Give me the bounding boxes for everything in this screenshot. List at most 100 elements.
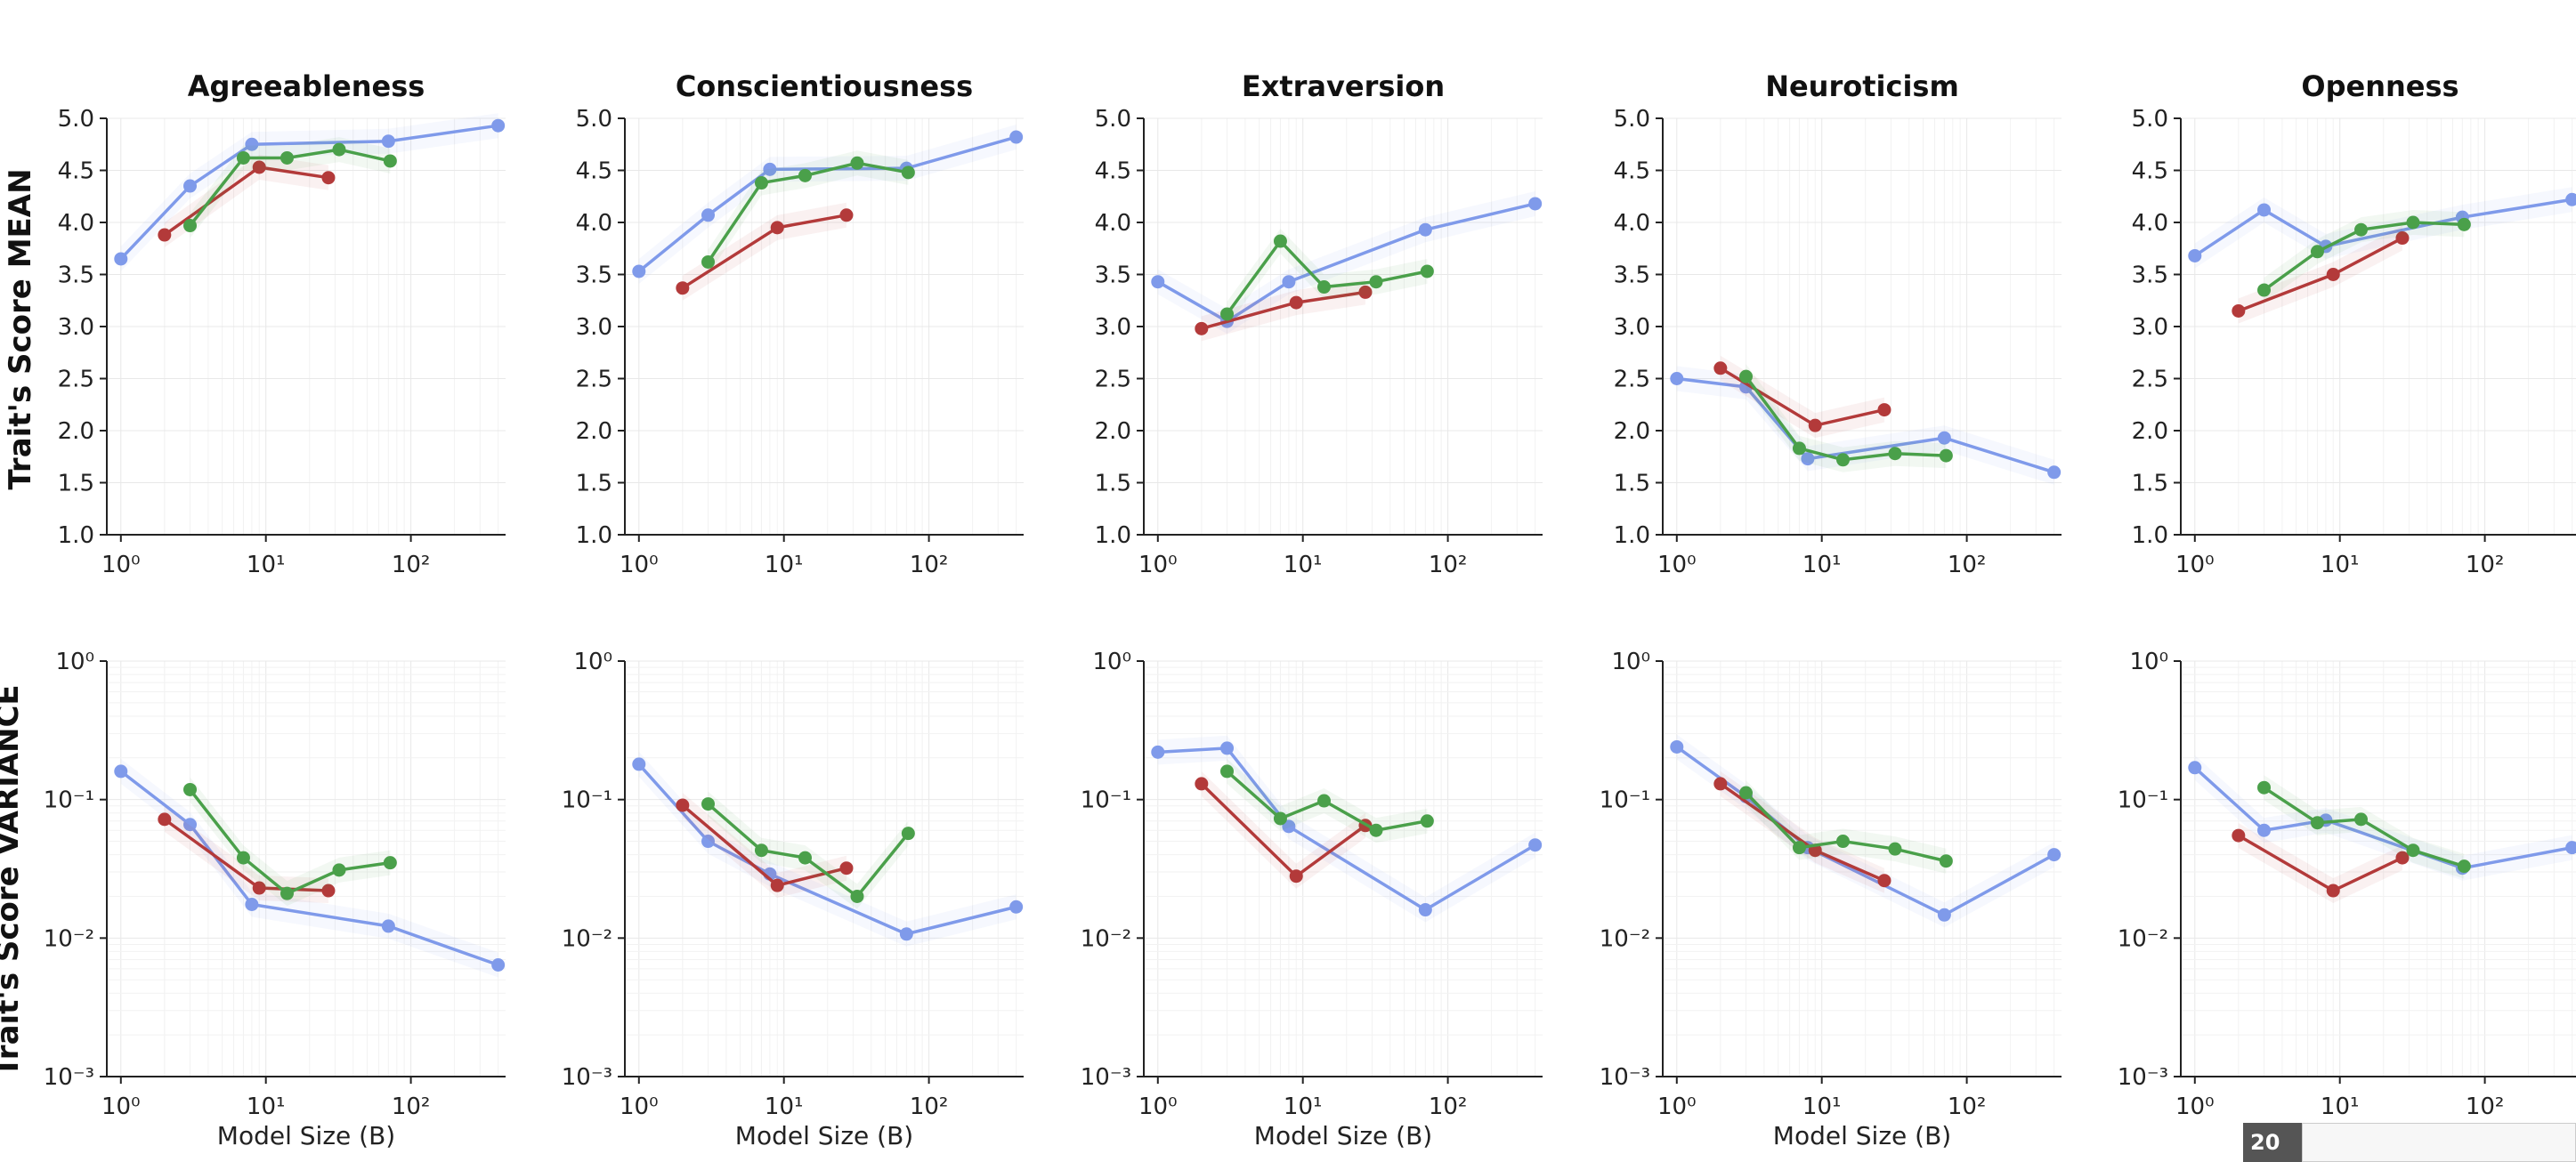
series-band <box>682 793 847 899</box>
x-tick-label: 10¹ <box>247 552 286 578</box>
y-tick-label: 4.5 <box>1095 158 1131 185</box>
data-point <box>1220 307 1235 321</box>
x-tick-label: 10² <box>2466 1093 2505 1120</box>
series-band <box>164 154 328 248</box>
x-tick-label: 10¹ <box>1802 552 1842 578</box>
data-point <box>183 219 198 233</box>
panel-1: 1.0 1.5 2.0 2.5 3.0 3.5 4.0 4.5 5.0 10⁰ 10¹ 10² Agre… <box>58 69 506 578</box>
x-tick-label: 10¹ <box>1284 1093 1323 1120</box>
series-band <box>120 113 498 271</box>
data-point <box>676 281 690 295</box>
data-point <box>252 881 266 895</box>
data-point <box>1877 403 1891 417</box>
y-tick-label: 10⁻² <box>1600 925 1650 952</box>
data-point <box>901 165 915 180</box>
series-band <box>2194 754 2572 881</box>
axes-spine <box>2180 118 2576 536</box>
panel-5: 1.0 1.5 2.0 2.5 3.0 3.5 4.0 4.5 5.0 10⁰ 10¹ 10² Open… <box>2132 69 2576 578</box>
data-point <box>1420 264 1434 278</box>
y-tick-label: 5.0 <box>58 106 94 133</box>
y-tick-label: 10⁻¹ <box>1081 787 1131 814</box>
x-tick-label: 10¹ <box>247 1093 286 1120</box>
series-2 <box>158 806 336 904</box>
data-point <box>2047 848 2062 862</box>
data-point <box>1289 295 1303 310</box>
y-tick-label: 1.5 <box>2132 471 2168 497</box>
y-tick-label: 1.5 <box>576 471 612 497</box>
series-1 <box>1670 366 2062 485</box>
data-point <box>1835 453 1850 467</box>
data-point <box>2406 215 2420 230</box>
data-point <box>1670 372 1684 385</box>
data-point <box>763 162 777 176</box>
data-point <box>114 252 128 266</box>
y-tick-label: 10⁻³ <box>44 1064 94 1091</box>
y-tick-label: 1.5 <box>1614 471 1650 497</box>
series-band <box>2264 210 2465 303</box>
chart-panels: 1.0 1.5 2.0 2.5 3.0 3.5 4.0 4.5 5.0 10⁰ 10¹ 10² Agre… <box>44 69 2576 1150</box>
data-point <box>1739 369 1754 383</box>
y-tick-label: 3.0 <box>1095 314 1131 341</box>
data-point <box>279 150 294 165</box>
data-point <box>236 150 250 165</box>
y-tick-label: 10⁻³ <box>562 1064 612 1091</box>
y-tick-label: 1.0 <box>2132 522 2168 549</box>
data-point <box>1369 275 1383 289</box>
y-tick-label: 10⁻¹ <box>2118 787 2168 814</box>
y-tick-label: 2.5 <box>58 367 94 393</box>
data-point <box>1739 786 1754 800</box>
x-tick-label: 10⁰ <box>620 552 659 578</box>
data-point <box>798 168 812 182</box>
y-tick-label: 4.0 <box>576 210 612 237</box>
series-2 <box>1195 279 1373 342</box>
data-point <box>798 851 812 865</box>
series-3 <box>701 150 915 275</box>
x-axis-label: Model Size (B) <box>1773 1121 1951 1150</box>
series-band <box>682 202 847 301</box>
series-band <box>1227 229 1428 327</box>
data-point <box>899 927 913 941</box>
data-point <box>491 118 506 133</box>
y-tick-label: 4.0 <box>58 210 94 237</box>
data-point <box>2353 222 2368 237</box>
series-2 <box>1713 771 1891 893</box>
series-2 <box>676 202 854 301</box>
thumbnail-preview[interactable] <box>2302 1123 2576 1162</box>
y-tick-label: 3.5 <box>2132 262 2168 289</box>
data-point <box>1713 777 1728 791</box>
y-tick-label: 2.0 <box>1614 418 1650 445</box>
series-1 <box>632 751 1024 947</box>
y-tick-label: 4.0 <box>1095 210 1131 237</box>
series-3 <box>1220 758 1434 843</box>
x-tick-label: 10¹ <box>765 552 804 578</box>
data-point <box>1670 739 1684 754</box>
y-tick-label: 10⁻² <box>562 925 612 952</box>
data-point <box>701 254 716 269</box>
data-point <box>1009 130 1024 144</box>
thumbnail-overlay[interactable]: 20 <box>2243 1123 2576 1162</box>
x-tick-label: 10⁰ <box>101 1093 141 1120</box>
y-tick-label: 10⁻² <box>2118 925 2168 952</box>
y-tick-label: 10⁻² <box>44 925 94 952</box>
series-band <box>708 791 909 909</box>
data-point <box>158 228 172 242</box>
x-tick-label: 10⁰ <box>2175 1093 2215 1120</box>
data-point <box>1282 275 1296 289</box>
data-point <box>676 798 690 812</box>
data-point <box>2565 192 2576 206</box>
data-point <box>2326 884 2340 898</box>
series-band <box>164 806 328 904</box>
panel-title: Agreeableness <box>188 69 425 103</box>
series-band <box>1676 366 2054 485</box>
data-point <box>2257 203 2272 217</box>
panel-title: Neuroticism <box>1765 69 1959 103</box>
y-tick-label: 4.5 <box>1614 158 1650 185</box>
axes-spine <box>624 118 1024 536</box>
data-point <box>1792 441 1806 456</box>
series-band <box>1720 355 1884 439</box>
x-tick-label: 10⁰ <box>1657 1093 1697 1120</box>
data-point <box>1528 838 1543 852</box>
data-point <box>1009 900 1024 914</box>
data-point <box>1808 418 1822 432</box>
